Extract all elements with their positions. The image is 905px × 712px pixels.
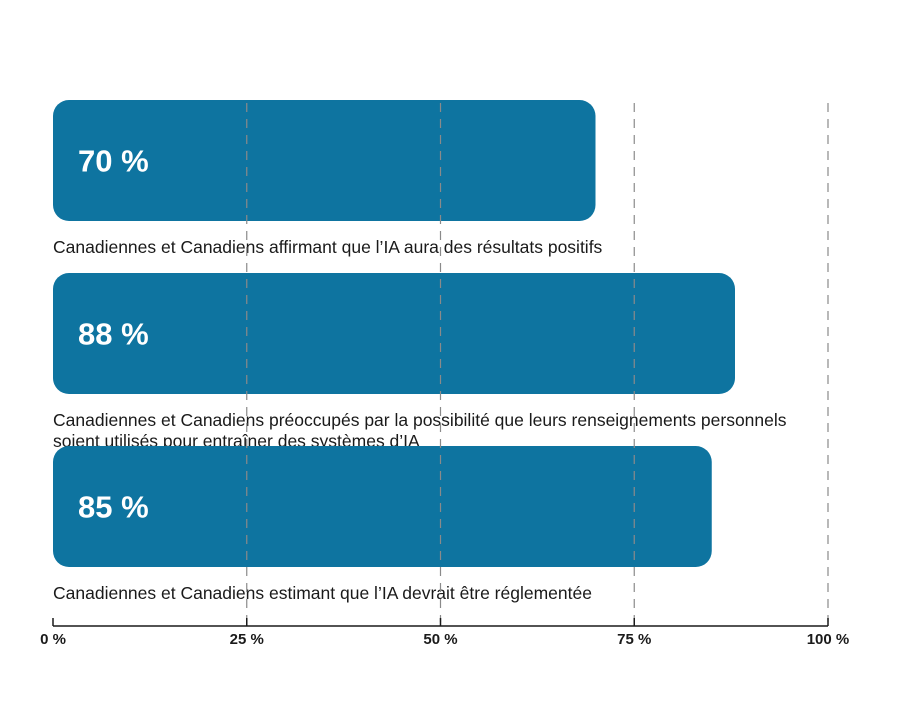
bar-category-label-line: Canadiennes et Canadiens estimant que l’… (53, 583, 592, 603)
bar-category-label: Canadiennes et Canadiens préoccupés par … (53, 410, 787, 451)
x-tick-label: 0 % (40, 631, 66, 648)
gridlines (246, 103, 829, 622)
x-tick-label: 50 % (423, 631, 457, 648)
bar-category-label: Canadiennes et Canadiens affirmant que l… (53, 237, 603, 257)
bar-3 (53, 446, 712, 567)
bar-category-label-line: Canadiennes et Canadiens préoccupés par … (53, 410, 787, 430)
bar-category-label: Canadiennes et Canadiens estimant que l’… (53, 583, 592, 603)
x-tick-label: 25 % (230, 631, 264, 648)
bar-value-label: 70 % (78, 144, 149, 179)
x-tick-label: 75 % (617, 631, 651, 648)
bar-category-label-line: Canadiennes et Canadiens affirmant que l… (53, 237, 603, 257)
bar-value-label: 85 % (78, 490, 149, 525)
x-axis: 0 % 25 % 50 % 75 % 100 % (40, 618, 849, 648)
bar-2 (53, 273, 735, 394)
x-tick-label: 100 % (807, 631, 850, 648)
bar-1 (53, 100, 596, 221)
bars: 70 % Canadiennes et Canadiens affirmant q… (53, 100, 787, 603)
bar-value-label: 88 % (78, 317, 149, 352)
